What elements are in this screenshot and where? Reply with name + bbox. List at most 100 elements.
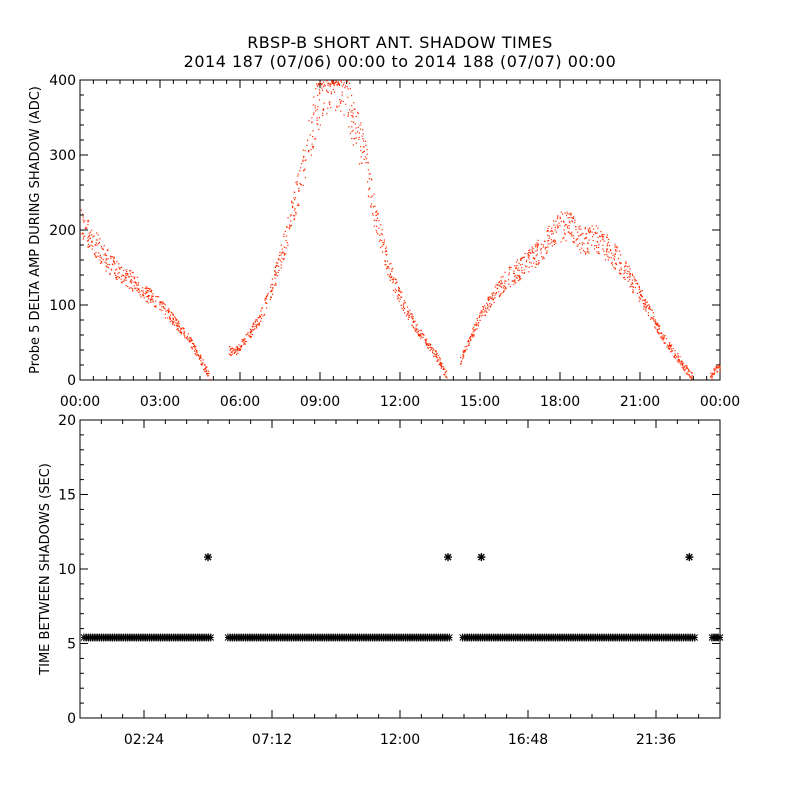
data-point — [578, 226, 580, 228]
data-point — [83, 221, 85, 223]
data-point — [184, 335, 186, 337]
data-point — [357, 113, 359, 115]
data-point — [492, 292, 494, 294]
data-point — [435, 353, 437, 356]
data-point — [572, 217, 574, 220]
data-point — [672, 347, 674, 350]
data-point — [606, 248, 609, 250]
data-point — [237, 347, 239, 349]
data-point — [259, 315, 262, 318]
data-point — [581, 233, 583, 235]
data-point — [412, 326, 414, 328]
data-point — [532, 247, 534, 250]
data-point — [585, 233, 588, 235]
data-point — [525, 261, 528, 263]
data-point — [88, 232, 90, 234]
data-point — [498, 291, 500, 293]
data-point — [606, 254, 608, 256]
data-point — [426, 343, 428, 346]
data-point — [614, 244, 616, 246]
data-point — [316, 108, 318, 111]
data-point — [514, 265, 516, 267]
y-axis-label: Probe 5 DELTA AMP DURING SHADOW (ADC) — [28, 86, 43, 374]
data-point — [325, 89, 328, 91]
data-point — [380, 224, 382, 226]
data-point — [577, 238, 579, 240]
data-point — [629, 274, 631, 276]
data-point — [441, 362, 443, 364]
data-point — [132, 276, 134, 278]
data-point — [383, 239, 386, 241]
data-point — [145, 300, 147, 303]
data-point — [629, 286, 631, 288]
data-point — [565, 240, 567, 242]
data-point — [491, 293, 493, 295]
data-point — [715, 369, 717, 371]
data-point — [500, 279, 502, 281]
data-point — [96, 232, 98, 234]
data-point — [113, 256, 115, 258]
data-point — [417, 333, 419, 335]
data-point — [624, 271, 626, 273]
data-point — [238, 349, 240, 351]
data-point — [518, 276, 521, 279]
data-point — [300, 183, 302, 186]
x-tick-label: 15:00 — [460, 394, 500, 410]
data-point — [103, 245, 105, 247]
data-point — [412, 315, 414, 318]
data-point — [628, 265, 630, 267]
data-point — [653, 320, 655, 322]
data-point — [191, 348, 194, 350]
data-point — [91, 248, 93, 250]
data-point — [266, 294, 269, 296]
data-point — [182, 327, 184, 329]
data-point — [620, 254, 622, 256]
data-point — [596, 240, 598, 243]
data-point — [652, 318, 655, 320]
data-point — [476, 317, 478, 320]
data-point — [335, 109, 337, 111]
data-point — [119, 268, 121, 270]
data-point — [646, 305, 648, 308]
data-point — [494, 297, 496, 299]
data-point — [608, 244, 611, 247]
data-point — [596, 232, 598, 234]
data-point — [464, 349, 466, 352]
data-point — [337, 83, 339, 85]
data-point — [534, 244, 536, 246]
data-point — [114, 269, 117, 271]
data-point — [521, 271, 523, 274]
data-point — [355, 137, 357, 139]
data-point — [115, 278, 118, 280]
data-point — [84, 220, 86, 222]
data-point — [551, 241, 553, 243]
data-point — [489, 306, 492, 308]
data-point — [260, 320, 262, 322]
data-point — [312, 130, 314, 132]
data-point — [237, 348, 239, 350]
data-point — [140, 290, 143, 292]
data-point — [571, 220, 574, 223]
data-point — [112, 264, 114, 266]
data-point — [183, 327, 185, 330]
data-point — [232, 349, 234, 352]
data-point — [443, 366, 445, 368]
data-point — [562, 220, 565, 222]
data-point — [328, 83, 331, 85]
data-point — [443, 373, 445, 376]
data-point — [471, 333, 473, 335]
data-point — [149, 300, 152, 302]
data-point — [202, 359, 204, 361]
data-point — [433, 353, 435, 355]
data-point — [367, 169, 369, 171]
data-point — [465, 345, 468, 347]
data-point — [437, 359, 439, 361]
data-point — [97, 255, 99, 257]
data-point — [332, 81, 334, 83]
data-point — [155, 305, 157, 307]
data-point — [669, 346, 672, 348]
data-point — [107, 263, 109, 265]
data-point — [281, 252, 283, 254]
data-point — [100, 260, 103, 262]
data-point — [357, 111, 359, 114]
